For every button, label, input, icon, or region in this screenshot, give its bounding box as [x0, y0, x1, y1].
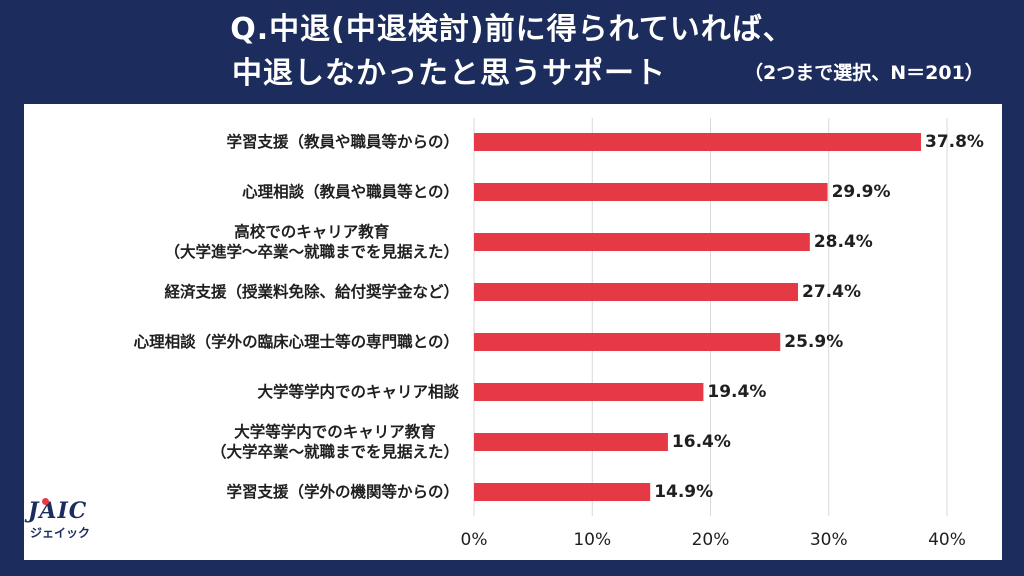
bar: [474, 483, 651, 501]
value-label: 14.9%: [654, 482, 714, 502]
chart-title-line1: Q.中退(中退検討)前に得られていれば、: [230, 12, 794, 47]
category-label: 大学等学内でのキャリア教育 （大学卒業～就職までを見据えた）: [210, 423, 459, 461]
bars: [474, 133, 921, 501]
x-tick-label: 20%: [691, 530, 730, 550]
value-label: 29.9%: [831, 182, 891, 202]
bar: [474, 333, 781, 351]
x-tick-label: 40%: [928, 530, 966, 550]
category-label: 学習支援（教員や職員等からの）: [226, 133, 459, 151]
value-label: 16.4%: [671, 432, 731, 452]
bar: [474, 383, 704, 401]
bar: [474, 433, 668, 451]
category-label: 心理相談（学外の臨床心理士等の専門職との）: [133, 333, 459, 351]
x-tick-label: 10%: [573, 530, 612, 550]
x-tick-label: 0%: [460, 530, 488, 550]
jaic-logo: JAIC ジェイック: [28, 498, 108, 548]
category-label: 高校でのキャリア教育 （大学進学～卒業～就職までを見据えた）: [164, 223, 459, 261]
category-label: 経済支援（授業料免除、給付奨学金など）: [164, 283, 459, 301]
chart-title-line2: 中退しなかったと思うサポート: [232, 56, 666, 91]
category-label: 心理相談（教員や職員等との）: [242, 183, 459, 201]
bar: [474, 233, 810, 251]
value-label: 27.4%: [802, 282, 861, 302]
value-label: 19.4%: [707, 382, 767, 402]
logo-main-text: JAIC: [28, 498, 88, 524]
value-label: 28.4%: [813, 232, 873, 252]
bar: [474, 183, 828, 201]
logo-dot: [42, 498, 49, 505]
chart-title-note: （2つまで選択、N＝201）: [744, 62, 984, 84]
category-label: 大学等学内でのキャリア相談: [257, 383, 459, 401]
logo-sub-text: ジェイック: [30, 526, 91, 540]
bar: [474, 133, 921, 151]
value-label: 37.8%: [924, 132, 984, 152]
x-tick-label: 30%: [809, 530, 848, 550]
bar: [474, 283, 799, 301]
value-label: 25.9%: [784, 332, 844, 352]
category-label: 学習支援（学外の機関等からの）: [226, 483, 459, 501]
